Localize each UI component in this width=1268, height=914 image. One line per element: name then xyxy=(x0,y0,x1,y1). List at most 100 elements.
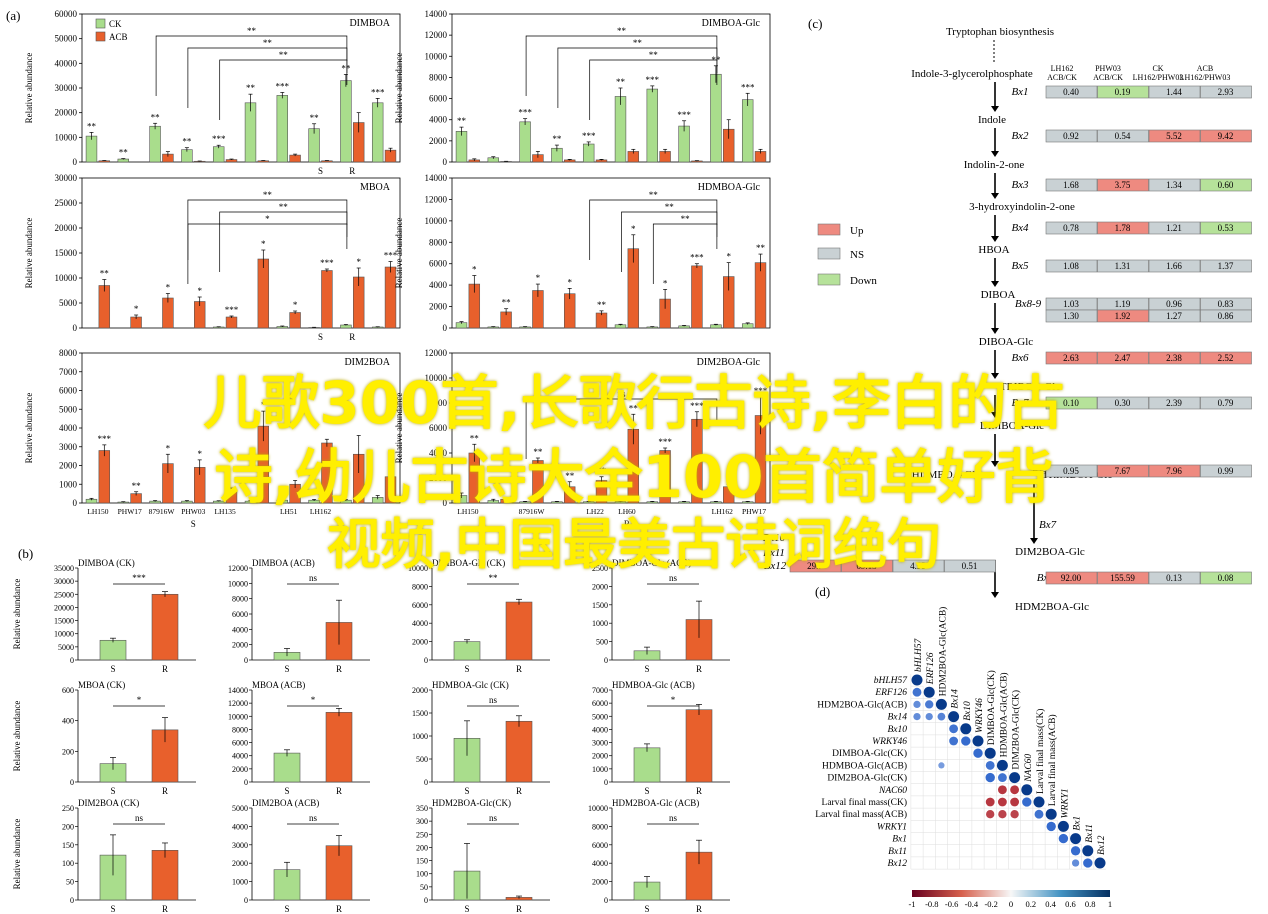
expression-cell xyxy=(1200,351,1252,365)
bar-acb xyxy=(225,489,238,504)
arrow-head xyxy=(991,412,999,418)
bar-acb xyxy=(321,270,333,329)
diagonal-dot xyxy=(1021,784,1033,796)
chart-b-5: MBOA (ACB) 0 2000 4000 6000 8000 10000 12000 140… xyxy=(228,680,370,796)
correlation-dot xyxy=(997,773,1007,783)
y-tick-label: 10000 xyxy=(425,216,448,226)
y-tick-label: 12000 xyxy=(425,194,448,204)
significance-label: ns xyxy=(669,573,678,583)
chart-title: HDM2BOA-Glc(CK) xyxy=(432,798,511,808)
expression-value: 69.13 xyxy=(856,561,877,571)
significance-label: ns xyxy=(309,573,318,583)
scale-tick-label: 1 xyxy=(1108,899,1112,909)
x-tick-label: S xyxy=(110,904,115,914)
column-label: Larval final mass(CK) xyxy=(1035,709,1046,794)
significance-label: ns xyxy=(309,813,318,823)
x-tick-label: R xyxy=(162,786,168,796)
y-tick-label: 2000 xyxy=(429,136,448,146)
bracket-label: ** xyxy=(617,26,627,36)
expression-value: 1.34 xyxy=(1166,180,1182,190)
compound-label: HDM2BOA-Glc xyxy=(1015,601,1089,613)
gene-label: Bx3 xyxy=(1011,179,1029,191)
y-tick-label: 8000 xyxy=(429,398,448,408)
significance-label: ** xyxy=(565,471,575,481)
significance-label: ** xyxy=(616,77,626,87)
category-label: PHW17 xyxy=(742,507,766,516)
significance-label: *** xyxy=(225,305,239,315)
significance-label: ** xyxy=(502,298,512,308)
bracket-label: ** xyxy=(263,38,273,48)
chart-title: DIMBOA (CK) xyxy=(78,558,135,568)
y-axis-label: Relative abundance xyxy=(24,53,34,124)
expression-value: 0.13 xyxy=(1166,573,1182,583)
y-axis-label: Relative abundance xyxy=(394,393,404,464)
expression-cell xyxy=(1045,178,1098,192)
y-tick-label: 2000 xyxy=(412,686,428,695)
expression-value: 7.96 xyxy=(1166,466,1182,476)
expression-value: 1.37 xyxy=(1218,261,1234,271)
y-tick-label: 8000 xyxy=(232,595,248,604)
significance-label: ** xyxy=(310,113,320,123)
bar-acb xyxy=(691,265,703,329)
y-tick-label: 2000 xyxy=(592,752,608,761)
significance-label: * xyxy=(726,252,731,262)
legend-swatch-down xyxy=(817,273,841,286)
y-tick-label: 1000 xyxy=(412,732,428,741)
y-tick-label: 0 xyxy=(70,656,74,665)
row-label: HDM2BOA-Glc(ACB) xyxy=(817,699,907,710)
column-label: DIMBOA-Glc(CK) xyxy=(986,670,997,745)
category-label: PHW17 xyxy=(118,507,142,516)
significance-label: ** xyxy=(100,269,110,279)
y-tick-label: 10000 xyxy=(228,579,248,588)
x-tick-label: S xyxy=(284,664,289,674)
y-tick-label: 5000 xyxy=(59,404,78,414)
compound-label: DIM2BOA-Glc xyxy=(1015,546,1085,558)
x-tick-label: S xyxy=(110,664,115,674)
arrow-head xyxy=(991,281,999,287)
y-tick-label: 6000 xyxy=(232,739,248,748)
significance-label: * xyxy=(567,277,572,287)
legend-swatch-ns xyxy=(817,247,841,260)
expression-cell xyxy=(1148,259,1201,273)
row-label: Larval final mass(ACB) xyxy=(815,809,907,820)
significance-label: ** xyxy=(119,148,129,158)
y-tick-label: 3000 xyxy=(59,442,78,452)
bar-ck xyxy=(212,146,225,163)
diagonal-dot xyxy=(1082,845,1094,857)
y-tick-label: 5000 xyxy=(592,712,608,721)
expression-value: 1.92 xyxy=(1115,311,1131,321)
expression-value: 1.44 xyxy=(1166,87,1182,97)
column-label: WRKY46 xyxy=(975,698,985,733)
y-axis-label: Relative abundance xyxy=(12,701,22,772)
y-tick-label: 4000 xyxy=(232,625,248,634)
y-tick-label: 40000 xyxy=(55,58,78,68)
bar-acb xyxy=(225,316,238,329)
bar-ck xyxy=(614,96,627,163)
plot-frame xyxy=(81,177,401,329)
expression-cell xyxy=(1097,464,1149,478)
y-tick-label: 1000 xyxy=(592,765,608,774)
significance-label: * xyxy=(536,273,541,283)
significance-label: ** xyxy=(533,447,543,457)
expression-cell xyxy=(1045,571,1098,585)
y-tick-label: 6000 xyxy=(232,610,248,619)
legend-label-acb: ACB xyxy=(109,32,128,42)
bar-acb xyxy=(289,154,301,163)
bar-r xyxy=(325,712,353,783)
expression-value: 2.93 xyxy=(1218,87,1234,97)
scale-tick-label: 0.2 xyxy=(1025,899,1036,909)
arrow-head xyxy=(991,236,999,242)
expression-value: 4.93 xyxy=(910,561,926,571)
group-label: S xyxy=(318,166,323,176)
bar-acb xyxy=(257,258,270,329)
significance-label: ** xyxy=(552,134,562,144)
expression-value: 7.67 xyxy=(1115,466,1131,476)
x-tick-label: R xyxy=(162,664,168,674)
expression-cell xyxy=(1097,571,1149,585)
arrow-head xyxy=(991,461,999,467)
y-tick-label: 0 xyxy=(73,323,78,333)
chart-title: DIMBOA-Glc xyxy=(702,18,761,29)
expression-value: 0.30 xyxy=(1115,398,1131,408)
expression-value: 0.96 xyxy=(1166,299,1182,309)
plot-frame xyxy=(81,352,401,504)
